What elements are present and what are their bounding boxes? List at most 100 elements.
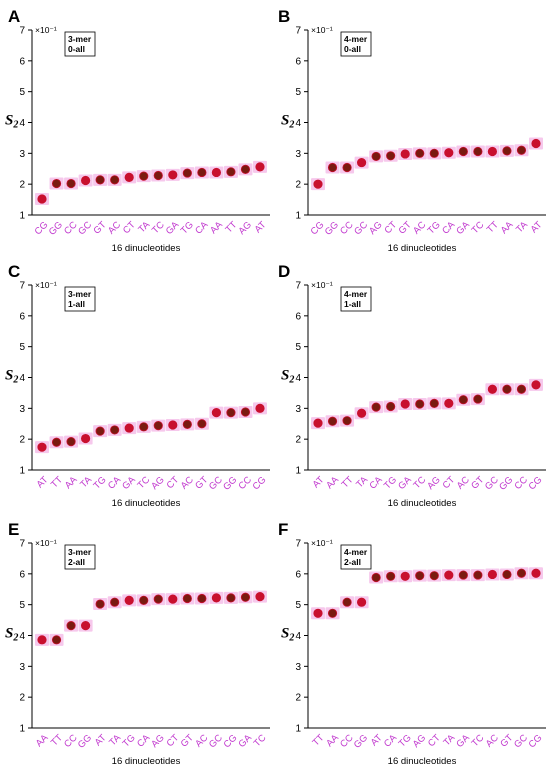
- y-tick-label: 7: [19, 26, 25, 37]
- y-multiplier: ×10⁻¹: [311, 25, 333, 35]
- panel-c: C×10⁻¹1234567S23-mer1-allATTTAATATGCAGAT…: [5, 262, 270, 509]
- data-point-AA: [502, 146, 512, 156]
- data-point-AA: [327, 608, 338, 618]
- legend-box: [64, 31, 96, 57]
- panel-e: E×10⁻¹1234567S23-mer2-allAATTCCGGATTATGC…: [5, 520, 270, 767]
- data-point-CG: [531, 380, 541, 390]
- y-axis-label: S2: [5, 368, 18, 386]
- x-tick-label: GG: [76, 732, 94, 750]
- data-point-TC: [139, 422, 149, 432]
- data-point-AG: [429, 398, 439, 408]
- data-point-TC: [255, 592, 265, 602]
- y-tick-label: 7: [295, 539, 301, 550]
- data-point-GG: [356, 597, 367, 607]
- y-multiplier: ×10⁻¹: [311, 538, 333, 548]
- y-tick-label: 6: [295, 56, 301, 67]
- data-point-AC: [458, 395, 468, 405]
- data-point-GG: [51, 178, 62, 189]
- y-tick-label: 1: [295, 724, 301, 735]
- data-point-AA: [66, 437, 76, 447]
- data-point-TG: [124, 595, 134, 605]
- y-tick-label: 5: [19, 87, 25, 98]
- data-point-CG: [226, 593, 236, 603]
- legend-text: 2-all: [68, 557, 85, 567]
- data-point-CT: [386, 151, 396, 161]
- x-tick-label: AG: [236, 219, 253, 236]
- data-point-GG: [226, 408, 236, 418]
- data-point-AG: [371, 151, 381, 162]
- data-point-CC: [342, 162, 352, 173]
- x-tick-label: CG: [251, 474, 269, 492]
- y-tick-label: 4: [295, 373, 301, 384]
- data-point-TG: [95, 426, 105, 436]
- y-multiplier: ×10⁻¹: [311, 280, 333, 290]
- y-tick-label: 4: [19, 118, 25, 129]
- legend-box: [340, 286, 372, 312]
- legend-text: 3-mer: [68, 34, 92, 44]
- y-tick-label: 6: [295, 569, 301, 580]
- data-point-TT: [487, 146, 497, 157]
- y-tick-label: 2: [295, 693, 301, 704]
- data-point-GT: [197, 419, 207, 429]
- data-point-AG: [153, 420, 163, 431]
- y-axis-label: S2: [281, 368, 294, 386]
- y-tick-label: 3: [295, 149, 301, 160]
- data-point-TA: [444, 570, 454, 580]
- data-point-CC: [342, 597, 352, 607]
- y-tick-label: 2: [19, 435, 25, 446]
- data-point-AT: [255, 162, 265, 172]
- data-point-GA: [458, 146, 468, 157]
- y-tick-label: 1: [295, 466, 301, 477]
- data-point-CC: [516, 384, 527, 394]
- y-tick-label: 3: [19, 404, 25, 415]
- y-tick-label: 3: [19, 662, 25, 673]
- data-point-TA: [139, 171, 149, 181]
- panel-a: A×10⁻¹1234567S23-mer0-allCGGGCCGCGTACCTT…: [5, 7, 270, 254]
- data-point-AA: [37, 635, 47, 645]
- legend-text: 0-all: [68, 44, 85, 54]
- data-point-AT: [313, 418, 323, 428]
- legend-text: 4-mer: [344, 289, 368, 299]
- y-tick-label: 4: [19, 631, 25, 642]
- x-tick-label: CG: [527, 474, 545, 492]
- data-point-TA: [81, 433, 91, 444]
- data-point-CT: [168, 420, 178, 430]
- data-point-CC: [240, 407, 251, 417]
- data-point-AC: [487, 569, 497, 580]
- data-point-TT: [51, 635, 62, 645]
- legend-box: [340, 544, 372, 570]
- data-point-AT: [37, 442, 47, 452]
- legend-text: 1-all: [68, 299, 85, 309]
- y-tick-label: 5: [19, 342, 25, 353]
- y-multiplier: ×10⁻¹: [35, 25, 57, 35]
- panel-f: F×10⁻¹1234567S24-mer2-allTTAACCGGATCATGA…: [278, 520, 546, 767]
- x-tick-label: CG: [527, 732, 545, 750]
- x-axis-label: 16 dinucleotides: [112, 756, 181, 767]
- legend-box: [340, 31, 372, 57]
- data-point-CT: [429, 571, 439, 581]
- data-point-TC: [473, 146, 483, 157]
- data-point-GT: [182, 593, 192, 604]
- x-tick-label: AT: [253, 219, 269, 235]
- data-point-TT: [313, 608, 323, 618]
- panel-letter: D: [278, 262, 290, 281]
- panel-letter: F: [278, 520, 288, 539]
- data-point-AA: [327, 416, 338, 426]
- y-multiplier: ×10⁻¹: [35, 280, 57, 290]
- data-point-TG: [429, 148, 439, 158]
- data-point-CT: [444, 398, 454, 408]
- data-point-CA: [139, 595, 149, 605]
- y-tick-label: 6: [19, 569, 25, 580]
- data-point-CC: [66, 178, 76, 189]
- y-tick-label: 1: [295, 211, 301, 222]
- data-point-TG: [182, 168, 192, 178]
- data-point-TT: [342, 416, 352, 426]
- data-point-AC: [182, 419, 192, 429]
- data-point-GG: [327, 162, 338, 173]
- y-tick-label: 5: [295, 87, 301, 98]
- x-axis-label: 16 dinucleotides: [388, 756, 457, 767]
- y-tick-label: 6: [19, 311, 25, 322]
- data-point-TA: [516, 145, 527, 155]
- data-point-TC: [415, 399, 425, 409]
